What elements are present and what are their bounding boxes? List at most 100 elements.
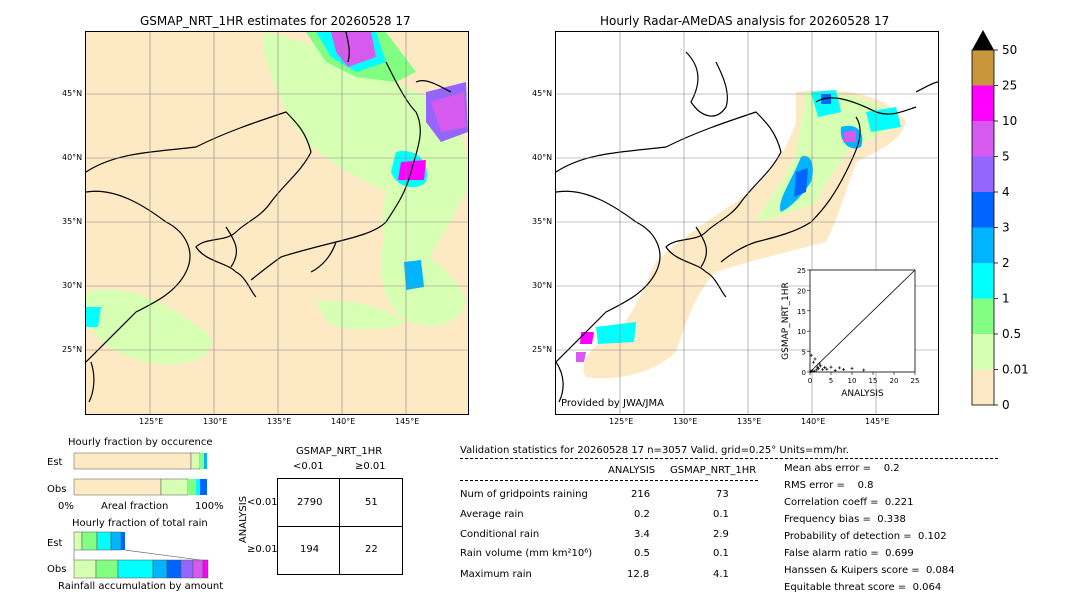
validation-row-4-gsmap: 4.1 — [713, 569, 729, 580]
scatter-point — [842, 368, 846, 372]
colorbar: 50 25 10 5 4 3 2 1 0.5 0.01 0 — [960, 28, 1040, 418]
validation-row-3-analysis: 0.5 — [634, 548, 650, 559]
scatter-ytick-label: 10 — [797, 328, 806, 336]
colorbar-segment — [972, 263, 994, 299]
scatter-point — [837, 366, 841, 370]
occurrence-est-bar-dry — [73, 452, 192, 470]
score-correlation: Correlation coeff = 0.221 — [784, 497, 914, 508]
colorbar-segment — [972, 369, 994, 405]
scatter-ytick-label: 5 — [802, 349, 806, 357]
scatter-point — [814, 368, 818, 372]
scatter-point — [810, 369, 814, 373]
occurrence-obs-bar-dry — [73, 478, 162, 496]
contingency-grid: 2790 51 194 22 — [277, 478, 403, 575]
scatter-plot: 0 5 10 15 20 25 0 5 10 15 20 25 ANALYSIS GSMAP_NRT_1H… — [781, 267, 919, 399]
validation-row-2-gsmap: 2.9 — [713, 529, 729, 540]
contingency-row-label-0: <0.01 — [247, 497, 278, 508]
right-radar-coverage — [576, 90, 906, 379]
scatter-xtick-label: 10 — [848, 377, 857, 385]
total-rain-bars — [73, 531, 209, 579]
scatter-point — [819, 364, 822, 368]
scatter-xtick-label: 5 — [829, 377, 833, 385]
total-est-label: Est — [47, 538, 63, 549]
colorbar-segment — [972, 85, 994, 121]
validation-row-1-label: Average rain — [460, 509, 524, 520]
contingency-row-label-1: ≥0.01 — [247, 544, 278, 555]
left-lon-label-130: 130°E — [203, 417, 228, 426]
total-obs-label: Obs — [47, 564, 67, 575]
left-lat-label-25: 25°N — [62, 345, 83, 354]
scatter-point — [829, 365, 833, 369]
right-lat-label-30: 30°N — [532, 281, 553, 290]
scatter-ytick-label: 25 — [797, 267, 806, 275]
occurrence-bars-svg — [73, 452, 207, 496]
colorbar-segment — [972, 50, 994, 86]
right-lat-label-35: 35°N — [532, 217, 553, 226]
scatter-point — [833, 368, 837, 372]
scatter-ylabel: GSMAP_NRT_1HR — [781, 282, 791, 360]
scatter-point — [850, 366, 854, 370]
total-est-bar-top — [121, 532, 125, 550]
total-est-bar-heavy — [96, 531, 112, 551]
right-lat-label-40: 40°N — [532, 153, 553, 162]
scatter-xtick-label: 20 — [890, 377, 899, 385]
total-obs-bar-heavier — [152, 559, 168, 579]
colorbar-tick-label: 2 — [1002, 256, 1010, 270]
occurrence-axis-mid: Areal fraction — [101, 501, 169, 512]
colorbar-tick-label: 0 — [1002, 398, 1010, 412]
scatter-point — [817, 362, 821, 366]
occurrence-obs-bar-extreme — [200, 479, 207, 495]
validation-row-0-analysis: 216 — [631, 489, 651, 500]
validation-header-rule — [460, 458, 998, 459]
left-map-title: GSMAP_NRT_1HR estimates for 20260528 17 — [140, 14, 411, 28]
scatter-xtick-label: 15 — [869, 377, 878, 385]
validation-row-2-analysis: 3.4 — [634, 529, 650, 540]
right-lon-label-135: 135°E — [737, 417, 762, 426]
total-obs-bar-25 — [202, 559, 209, 579]
scatter-ytick-label: 0 — [802, 369, 806, 377]
colorbar-tick-label: 4 — [1002, 185, 1010, 199]
colorbar-segment — [972, 227, 994, 263]
occurrence-est-bar-heavy — [204, 453, 207, 469]
left-lat-label-45: 45°N — [62, 89, 83, 98]
occurrence-est-bar-mod — [200, 453, 204, 469]
scatter-point — [813, 357, 817, 361]
occurrence-bars — [73, 452, 209, 498]
contingency-cell-00: 2790 — [297, 497, 323, 508]
total-rain-title: Hourly fraction of total rain — [72, 518, 208, 529]
scatter-point — [821, 368, 825, 372]
validation-col-rule — [460, 480, 758, 481]
scatter-point — [816, 365, 820, 369]
total-obs-bar-5 — [180, 559, 194, 579]
right-lon-label-125: 125°E — [609, 417, 634, 426]
occurrence-obs-bar-mod — [188, 479, 196, 495]
left-gridlines — [86, 32, 468, 414]
validation-row-1-gsmap: 0.1 — [713, 509, 729, 520]
score-frequency-bias: Frequency bias = 0.338 — [784, 514, 906, 525]
right-lat-label-25: 25°N — [532, 345, 553, 354]
total-obs-bar-heavy — [117, 559, 154, 579]
validation-header: Validation statistics for 20260528 17 n=… — [460, 445, 849, 456]
contingency-col-label-1: ≥0.01 — [355, 461, 386, 472]
contingency-cell-10: 194 — [300, 544, 320, 555]
colorbar-tick-label: 10 — [1002, 114, 1017, 128]
total-rain-bars-svg — [73, 531, 209, 579]
validation-row-0-label: Num of gridpoints raining — [460, 489, 588, 500]
left-lat-label-30: 30°N — [62, 281, 83, 290]
scatter-inset: 0 5 10 15 20 25 0 5 10 15 20 25 ANALYSIS GSMAP_NRT_1H… — [776, 262, 926, 407]
left-lon-label-125: 125°E — [139, 417, 164, 426]
scatter-diagonal — [809, 269, 916, 373]
provider-credit: Provided by JWA/JMA — [561, 398, 664, 409]
colorbar-segment — [972, 334, 994, 370]
scatter-point — [823, 366, 827, 370]
colorbar-segment — [972, 192, 994, 228]
total-rain-footer: Rainfall accumulation by amount — [58, 581, 224, 592]
left-lon-label-140: 140°E — [331, 417, 356, 426]
left-lon-label-135: 135°E — [267, 417, 292, 426]
colorbar-tick-label: 50 — [1002, 43, 1017, 57]
validation-row-4-analysis: 12.8 — [627, 569, 650, 580]
right-lon-label-140: 140°E — [801, 417, 826, 426]
colorbar-tick-label: 5 — [1002, 150, 1010, 164]
colorbar-segment — [972, 298, 994, 334]
left-rain-field — [86, 32, 468, 365]
